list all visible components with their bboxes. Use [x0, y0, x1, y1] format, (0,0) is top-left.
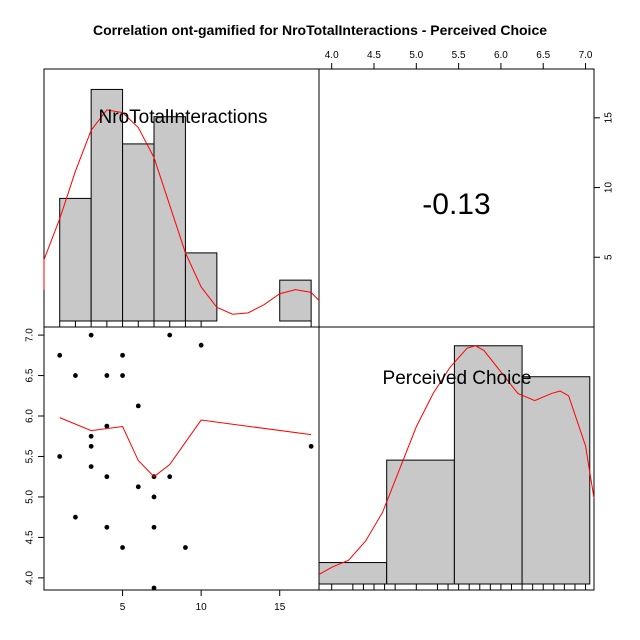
- histogram-x-label: NroTotalInteractions: [99, 107, 268, 128]
- scatter-point: [104, 423, 110, 429]
- scatter-point: [135, 484, 141, 490]
- scatter-point: [104, 524, 110, 530]
- histogram-x-bar: [153, 116, 186, 322]
- right-axis-tick-label: 5: [604, 254, 615, 260]
- left-axis-tick-label: 5.0: [25, 490, 36, 504]
- histogram-x-bar: [122, 143, 155, 322]
- top-axis-tick-label: 5.0: [409, 50, 423, 61]
- histogram-x-bar: [279, 279, 312, 322]
- left-axis-tick-label: 4.5: [25, 530, 36, 544]
- outer-axes: 4.0 4.5 5.0 5.5 6.0 6.5 7.0 5 10 15 5 10 15 4.0 4.5 5.0…: [25, 50, 615, 613]
- histogram-x-panel: NroTotalInteractions: [43, 88, 320, 327]
- histogram-x-bar: [90, 88, 124, 322]
- top-axis-tick-label: 6.0: [494, 50, 508, 61]
- scatter-point: [88, 443, 94, 449]
- scatter-panel: [57, 332, 314, 591]
- scatter-point: [73, 514, 78, 520]
- scatter-point: [151, 585, 157, 591]
- left-axis-tick-label: 7.0: [25, 328, 36, 342]
- scatter-point: [120, 373, 125, 378]
- scatter-point: [120, 545, 125, 550]
- panel-bottom-right: [318, 326, 595, 591]
- correlation-value: -0.13: [422, 188, 490, 221]
- scatter-point: [73, 373, 78, 378]
- histogram-y-panel: Perceived Choice: [318, 345, 595, 590]
- right-axis-tick-label: 15: [604, 112, 615, 124]
- histogram-y-bar: [386, 459, 455, 585]
- scatter-point: [135, 403, 141, 409]
- panel-bottom-left: [43, 326, 320, 591]
- top-axis-tick-label: 4.0: [325, 50, 339, 61]
- histogram-y-bar: [453, 345, 523, 585]
- histogram-y-bar: [521, 376, 591, 585]
- scatter-point: [151, 494, 157, 500]
- scatter-point: [151, 524, 157, 530]
- scatter-point: [198, 342, 204, 348]
- scatter-point: [88, 332, 94, 338]
- scatter-point: [88, 464, 94, 469]
- histogram-x-bar: [59, 197, 92, 322]
- left-axis-tick-label: 6.5: [25, 368, 36, 382]
- scatter-point: [120, 352, 125, 358]
- top-axis-tick-label: 7.0: [579, 50, 593, 61]
- histogram-y-label: Perceived Choice: [383, 368, 532, 389]
- chart-title: Correlation ont-gamified for NroTotalInt…: [93, 22, 547, 38]
- scatter-point: [104, 373, 110, 378]
- top-axis-tick-label: 5.5: [452, 50, 466, 61]
- scatter-point: [308, 443, 314, 449]
- histogram-y-bar: [318, 562, 388, 585]
- scatter-point: [57, 352, 63, 358]
- left-axis-tick-label: 6.0: [25, 409, 36, 423]
- scatter-point: [57, 454, 63, 459]
- top-axis-tick-label: 4.5: [367, 50, 381, 61]
- scatter-point: [104, 474, 110, 480]
- correlation-panel: -0.13: [422, 188, 490, 221]
- density-curve-x: [43, 109, 320, 315]
- scatter-point: [167, 474, 173, 480]
- bottom-axis-tick-label: 15: [274, 602, 286, 613]
- bottom-axis-tick-label: 5: [120, 602, 126, 613]
- top-axis-tick-label: 6.5: [536, 50, 550, 61]
- bottom-axis-tick-label: 10: [196, 602, 208, 613]
- scatter-point: [88, 433, 94, 439]
- left-axis-tick-label: 5.5: [25, 449, 36, 463]
- panel-frames: [43, 68, 595, 591]
- scatter-point: [183, 545, 188, 550]
- smooth-line: [59, 417, 312, 478]
- left-axis-tick-label: 4.0: [25, 570, 36, 584]
- density-curve-y: [318, 345, 595, 575]
- right-axis-tick-label: 10: [604, 182, 615, 194]
- scatter-point: [167, 332, 173, 338]
